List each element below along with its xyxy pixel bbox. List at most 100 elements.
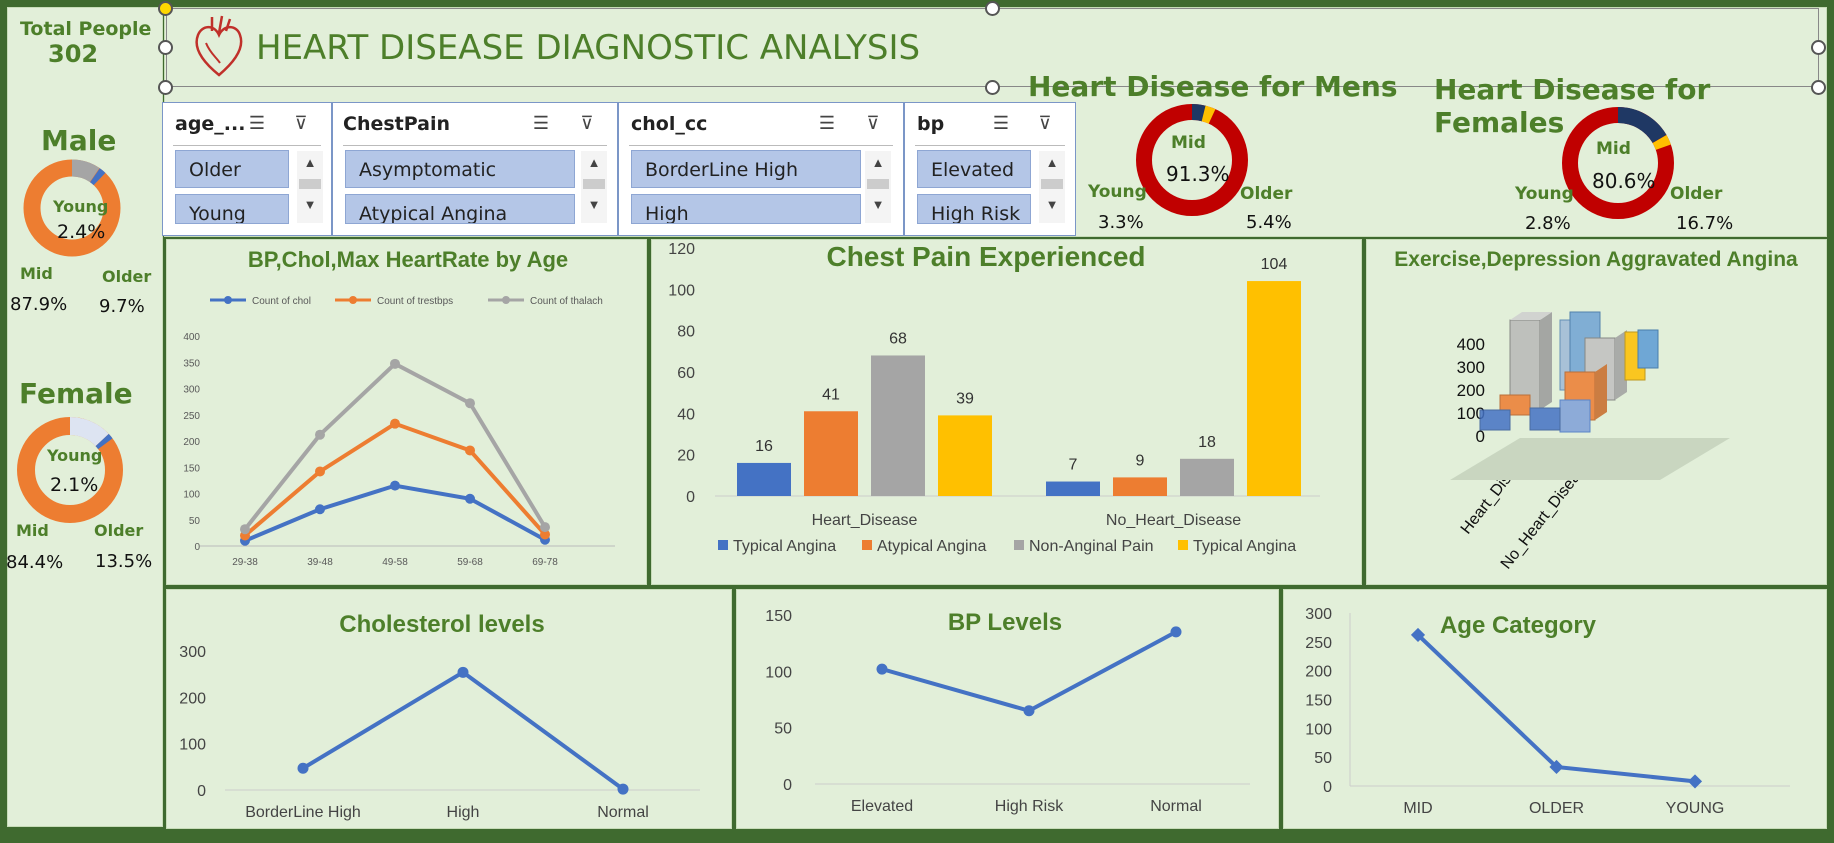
chevron-up-icon[interactable]: ▲ xyxy=(587,155,601,170)
y-tick-label: 400 xyxy=(1457,335,1485,354)
y-tick-label: 120 xyxy=(668,241,695,258)
data-point xyxy=(390,358,400,369)
multi-select-icon[interactable]: ☰ xyxy=(818,113,836,133)
legend-marker xyxy=(349,296,357,304)
data-label: 18 xyxy=(1198,434,1216,451)
data-label: 7 xyxy=(1069,457,1078,474)
data-point xyxy=(617,783,629,795)
chart-title: Chest Pain Experienced xyxy=(826,241,1145,272)
y-tick-label: 350 xyxy=(183,358,200,369)
females-donut xyxy=(1562,107,1674,219)
y-tick-label: 150 xyxy=(765,608,792,625)
data-point xyxy=(540,529,550,540)
y-tick-label: 50 xyxy=(774,721,792,738)
slicer-scrollbar[interactable]: ▲ ▼ xyxy=(581,151,607,223)
male-mid-value: 87.9% xyxy=(10,294,68,315)
multi-select-icon[interactable]: ☰ xyxy=(248,113,266,133)
chevron-down-icon[interactable]: ▼ xyxy=(587,197,601,212)
y-tick-label: 150 xyxy=(183,463,200,474)
resize-handle[interactable] xyxy=(158,40,173,55)
chevron-down-icon[interactable]: ▼ xyxy=(1045,197,1059,212)
slicer-chestpain[interactable]: ChestPain ☰ ⊽ Asymptomatic Atypical Angi… xyxy=(332,102,618,236)
bar xyxy=(1247,281,1301,496)
x-tick-label: MID xyxy=(1403,800,1432,817)
slicer-item[interactable]: Asymptomatic xyxy=(345,150,575,188)
panel-bp xyxy=(736,589,1279,829)
resize-handle[interactable] xyxy=(158,1,173,16)
legend-label: Atypical Angina xyxy=(877,538,987,555)
data-label: 41 xyxy=(822,386,840,403)
panel-chest-pain xyxy=(651,239,1362,585)
mens-donut xyxy=(1136,104,1248,216)
data-point xyxy=(465,398,475,409)
slicer-chol[interactable]: chol_cc ☰ ⊽ BorderLine High High ▲ ▼ xyxy=(618,102,904,236)
chevron-up-icon[interactable]: ▲ xyxy=(1045,155,1059,170)
slicer-scrollbar[interactable]: ▲ ▼ xyxy=(865,151,891,223)
legend-marker xyxy=(224,296,232,304)
slicer-scrollbar[interactable]: ▲ ▼ xyxy=(1039,151,1065,223)
mens-young-label: Young xyxy=(1088,182,1147,202)
y-tick-label: 100 xyxy=(765,664,792,681)
resize-handle[interactable] xyxy=(985,1,1000,16)
x-tick-label: OLDER xyxy=(1529,800,1584,817)
resize-handle[interactable] xyxy=(1811,80,1826,95)
chevron-up-icon[interactable]: ▲ xyxy=(871,155,885,170)
series-line xyxy=(243,361,547,531)
resize-handle[interactable] xyxy=(985,80,1000,95)
slicer-item[interactable]: BorderLine High xyxy=(631,150,861,188)
data-label: 104 xyxy=(1261,256,1288,273)
slicer-item[interactable]: High xyxy=(631,194,861,224)
resize-handle[interactable] xyxy=(1811,40,1826,55)
x-tick-label: 29-38 xyxy=(232,557,258,568)
slicer-header: ChestPain xyxy=(343,113,451,135)
chevron-up-icon[interactable]: ▲ xyxy=(303,155,317,170)
y-tick-label: 250 xyxy=(1305,635,1332,652)
females-young-value: 2.8% xyxy=(1525,213,1571,234)
females-chart-title: Heart Disease for Females xyxy=(1434,73,1711,139)
legend-marker xyxy=(862,540,872,550)
slicer-item[interactable]: Older xyxy=(175,150,289,188)
dashboard-title: HEART DISEASE DIAGNOSTIC ANALYSIS xyxy=(256,28,921,68)
panel-age-category xyxy=(1283,589,1827,829)
x-tick-label: 69-78 xyxy=(532,557,558,568)
slicer-header: age_... xyxy=(175,113,246,135)
male-center-value: 2.4% xyxy=(57,221,106,243)
mens-center-value: 91.3% xyxy=(1166,162,1230,186)
slicer-item[interactable]: Elevated xyxy=(917,150,1031,188)
slicer-bp[interactable]: bp ☰ ⊽ Elevated High Risk ▲ ▼ xyxy=(904,102,1076,236)
clear-filter-icon[interactable]: ⊽ xyxy=(580,113,594,133)
x-tick-label: Elevated xyxy=(851,798,913,815)
slicer-item[interactable]: Young xyxy=(175,194,289,224)
clear-filter-icon[interactable]: ⊽ xyxy=(294,113,308,133)
data-point xyxy=(1410,627,1426,642)
male-center-label: Young xyxy=(53,197,109,216)
chart-title: Age Category xyxy=(1440,612,1597,639)
chart-title: BP,Chol,Max HeartRate by Age xyxy=(248,247,568,272)
mens-chart-title: Heart Disease for Mens xyxy=(1028,70,1398,103)
clear-filter-icon[interactable]: ⊽ xyxy=(1038,113,1052,133)
chart-title: Exercise,Depression Aggravated Angina xyxy=(1394,248,1798,271)
y-tick-label: 200 xyxy=(1457,381,1485,400)
mens-older-value: 5.4% xyxy=(1246,212,1292,233)
chevron-down-icon[interactable]: ▼ xyxy=(303,197,317,212)
series-line xyxy=(301,669,625,791)
series-line xyxy=(881,630,1177,713)
slicer-item[interactable]: High Risk xyxy=(917,194,1031,224)
slicer-item[interactable]: Atypical Angina xyxy=(345,194,575,224)
slicer-scrollbar[interactable]: ▲ ▼ xyxy=(297,151,323,223)
slicer-header: bp xyxy=(917,113,945,135)
resize-handle[interactable] xyxy=(158,80,173,95)
y-tick-label: 0 xyxy=(686,489,695,506)
multi-select-icon[interactable]: ☰ xyxy=(992,113,1010,133)
slicer-age[interactable]: age_... ☰ ⊽ Older Young ▲ ▼ xyxy=(162,102,332,236)
y-tick-label: 150 xyxy=(1305,693,1332,710)
data-point xyxy=(876,663,888,675)
data-point xyxy=(315,504,325,515)
data-point xyxy=(240,524,250,535)
y-tick-label: 0 xyxy=(197,783,206,800)
multi-select-icon[interactable]: ☰ xyxy=(532,113,550,133)
clear-filter-icon[interactable]: ⊽ xyxy=(866,113,880,133)
chevron-down-icon[interactable]: ▼ xyxy=(871,197,885,212)
female-center-value: 2.1% xyxy=(50,474,99,496)
